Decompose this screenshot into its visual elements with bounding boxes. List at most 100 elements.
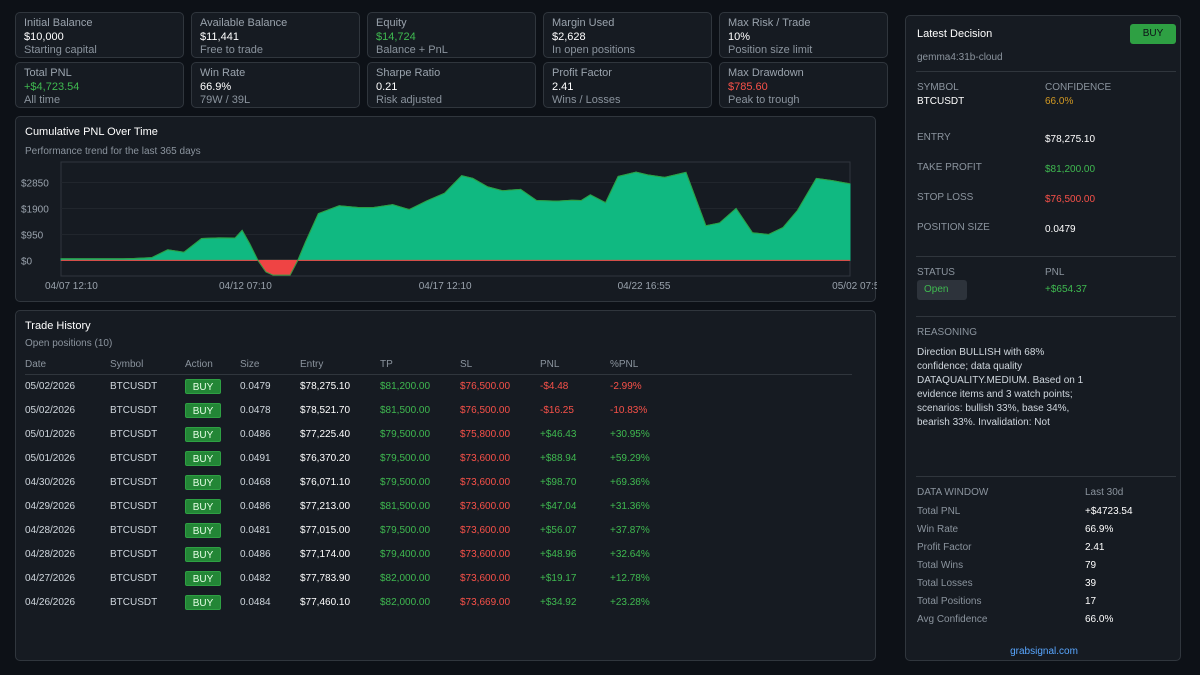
table-cell: 0.0479 [240, 380, 271, 392]
stat-value: $2,628 [552, 31, 586, 43]
stat-label: Max Risk / Trade [728, 17, 811, 29]
table-cell: $79,500.00 [380, 428, 431, 440]
table-cell: 04/27/2026 [25, 572, 76, 584]
y-tick-label: $1900 [21, 204, 49, 215]
table-cell: $76,370.20 [300, 452, 351, 464]
x-tick-label: 05/02 07:55 [832, 281, 877, 292]
stat-value: $11,441 [200, 31, 239, 43]
reasoning-label: REASONING [917, 327, 978, 338]
table-cell: $73,600.00 [460, 548, 511, 560]
stat-label: Total PNL [24, 67, 72, 79]
action-badge: BUY [185, 402, 221, 418]
pnl-value: +$654.37 [1045, 284, 1087, 295]
stat-card: Initial Balance $10,000 Starting capital [15, 12, 184, 58]
table-cell: BUY [185, 446, 240, 470]
data-window-value: 2.41 [1085, 542, 1105, 553]
stat-sub: Position size limit [728, 44, 813, 56]
take-profit-label: TAKE PROFIT [917, 162, 982, 173]
table-cell: 04/29/2026 [25, 500, 76, 512]
table-cell: -$16.25 [540, 404, 574, 416]
chart-title: Cumulative PNL Over Time [25, 126, 158, 138]
table-cell: BUY [185, 422, 240, 446]
table-cell: $79,500.00 [380, 476, 431, 488]
take-profit-value: $81,200.00 [1045, 164, 1096, 175]
table-cell: BUY [185, 494, 240, 518]
stat-value: 10% [728, 31, 751, 43]
table-cell: $81,200.00 [380, 380, 431, 392]
table-cell: $73,600.00 [460, 452, 511, 464]
table-cell: $77,783.90 [300, 572, 351, 584]
column-header: %PNL [610, 356, 852, 375]
table-row[interactable]: 05/01/2026 BTCUSDT BUY 0.0491 $76,370.20 $79,… [25, 446, 852, 470]
table-cell: -$4.48 [540, 380, 569, 392]
table-row[interactable]: 05/01/2026 BTCUSDT BUY 0.0486 $77,225.40 $79,… [25, 422, 852, 446]
table-cell: +$46.43 [540, 428, 577, 440]
table-row[interactable]: 04/26/2026 BTCUSDT BUY 0.0484 $77,460.10 $82,… [25, 590, 852, 614]
stat-value: $10,000 [24, 31, 64, 43]
table-cell: BTCUSDT [110, 428, 158, 440]
table-cell: $77,015.00 [300, 524, 351, 536]
stat-label: Profit Factor [552, 67, 612, 79]
data-window-key: Avg Confidence [917, 614, 988, 625]
table-row[interactable]: 04/27/2026 BTCUSDT BUY 0.0482 $77,783.90 $82,… [25, 566, 852, 590]
column-header: PNL [540, 356, 610, 375]
stop-loss-label: STOP LOSS [917, 192, 974, 203]
table-cell: 0.0486 [240, 500, 271, 512]
table-cell: $77,460.10 [300, 596, 351, 608]
table-cell: BUY [185, 470, 240, 494]
table-cell: BTCUSDT [110, 596, 158, 608]
column-header: TP [380, 356, 460, 375]
footer-link[interactable]: grabsignal.com [1010, 646, 1078, 657]
table-cell: 0.0481 [240, 524, 271, 536]
table-cell: $79,500.00 [380, 452, 431, 464]
table-row[interactable]: 05/02/2026 BTCUSDT BUY 0.0479 $78,275.10 $81,… [25, 374, 852, 398]
table-row[interactable]: 05/02/2026 BTCUSDT BUY 0.0478 $78,521.70 $81,… [25, 398, 852, 422]
stat-label: Equity [376, 17, 407, 29]
data-window-key: Total PNL [917, 506, 961, 517]
model-name: gemma4:31b-cloud [917, 52, 1003, 63]
stop-loss-value: $76,500.00 [1045, 194, 1096, 205]
stat-sub: Wins / Losses [552, 94, 621, 106]
action-badge: BUY [185, 594, 221, 610]
table-cell: BUY [185, 398, 240, 422]
x-tick-label: 04/22 16:55 [618, 281, 671, 292]
table-cell: $77,174.00 [300, 548, 351, 560]
table-cell: $81,500.00 [380, 404, 431, 416]
stat-value: 0.21 [376, 81, 398, 93]
x-tick-label: 04/07 12:10 [45, 281, 98, 292]
status-label: STATUS [917, 267, 955, 278]
table-row[interactable]: 04/28/2026 BTCUSDT BUY 0.0486 $77,174.00 $79,… [25, 542, 852, 566]
table-cell: $73,600.00 [460, 524, 511, 536]
stat-sub: 79W / 39L [200, 94, 251, 106]
data-window-row: Total Wins 79 [917, 560, 1177, 578]
table-cell: BTCUSDT [110, 548, 158, 560]
table-row[interactable]: 04/29/2026 BTCUSDT BUY 0.0486 $77,213.00 $81,… [25, 494, 852, 518]
table-cell: BUY [185, 590, 240, 614]
action-badge: BUY [185, 570, 221, 586]
table-cell: 0.0478 [240, 404, 271, 416]
table-cell: BTCUSDT [110, 452, 158, 464]
data-window-value: Last 30d [1085, 487, 1124, 498]
table-cell: $79,500.00 [380, 524, 431, 536]
table-cell: $77,213.00 [300, 500, 351, 512]
trade-history-card: Trade History Open positions (10) Date Sy… [15, 310, 876, 661]
table-cell: 05/01/2026 [25, 452, 76, 464]
column-header: Date [25, 356, 110, 375]
decision-action-badge[interactable]: BUY [1130, 24, 1176, 44]
stat-card: Total PNL +$4,723.54 All time [15, 62, 184, 108]
table-row[interactable]: 04/28/2026 BTCUSDT BUY 0.0481 $77,015.00 $79,… [25, 518, 852, 542]
column-header: Action [185, 356, 240, 375]
table-cell: $77,225.40 [300, 428, 351, 440]
symbol-value: BTCUSDT [917, 96, 965, 107]
table-row[interactable]: 04/30/2026 BTCUSDT BUY 0.0468 $76,071.10 $79,… [25, 470, 852, 494]
data-window-row: Total Losses 39 [917, 578, 1177, 596]
data-window-key: Win Rate [917, 524, 959, 535]
table-cell: BUY [185, 542, 240, 566]
stat-sub: Peak to trough [728, 94, 800, 106]
trade-history-subtitle: Open positions (10) [25, 338, 113, 349]
table-cell: +$56.07 [540, 524, 577, 536]
position-size-value: 0.0479 [1045, 224, 1076, 235]
table-cell: BTCUSDT [110, 404, 158, 416]
pnl-area-positive [60, 171, 851, 261]
table-cell: 0.0482 [240, 572, 271, 584]
